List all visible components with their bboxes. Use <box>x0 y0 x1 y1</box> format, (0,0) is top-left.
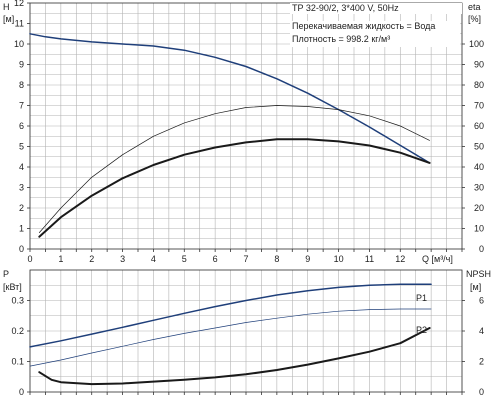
title-background <box>290 3 462 14</box>
top-left-tick-label: 5 <box>19 142 24 152</box>
right-axis-unit-npsh: [м] <box>470 282 481 292</box>
top-curves <box>29 33 431 238</box>
series-label-p2: P2 <box>416 325 427 335</box>
power-npsh-panel: 0 0.1 0.2 0.3 0 2 4 6 P [кВт] NPSH [м] P1 P2 <box>3 269 491 397</box>
top-left-tick-label: 8 <box>19 80 24 90</box>
right-axis-title-eta: eta <box>468 2 481 12</box>
bottom-right-tick-label: 0 <box>479 387 484 397</box>
bottom-curve-1 <box>29 283 432 348</box>
x-tick-label: 0 <box>27 254 32 264</box>
bottom-right-tick-label: 2 <box>479 357 484 367</box>
bottom-right-tick-label: 4 <box>479 326 484 336</box>
x-axis-title: Q [м³/ч] <box>422 254 453 264</box>
x-tick-label: 6 <box>213 254 218 264</box>
top-left-tick-label: 4 <box>19 162 24 172</box>
top-left-tick-label: 10 <box>14 39 24 49</box>
top-left-tick-label: 12 <box>14 0 24 8</box>
top-left-tick-label: 2 <box>19 203 24 213</box>
x-tick-label: 3 <box>120 254 125 264</box>
right-axis-title-npsh: NPSH <box>466 269 491 279</box>
x-tick-label: 4 <box>151 254 156 264</box>
chart-title: TP 32-90/2, 3*400 V, 50Hz <box>292 3 399 13</box>
bottom-curves <box>29 283 432 386</box>
annotation-background <box>290 21 460 47</box>
x-tick-label: 7 <box>243 254 248 264</box>
bottom-left-tick-label: 0.2 <box>11 326 24 336</box>
top-right-tick-label: 70 <box>474 101 484 111</box>
top-right-tick-label: 0 <box>479 244 484 254</box>
top-right-tick-label: 90 <box>474 60 484 70</box>
top-right-tick-label: 50 <box>474 142 484 152</box>
top-left-tick-label: 7 <box>19 101 24 111</box>
top-right-tick-label: 60 <box>474 121 484 131</box>
x-tick-label: 12 <box>395 254 405 264</box>
x-tick-label: 10 <box>334 254 344 264</box>
series-label-p1: P1 <box>416 293 427 303</box>
top-right-tick-label: 10 <box>474 224 484 234</box>
top-left-tick-label: 3 <box>19 183 24 193</box>
top-curve-2 <box>38 105 430 233</box>
head-efficiency-panel: 0 1 2 3 4 5 6 7 8 9 10 11 12012345678910111201020304… <box>3 0 484 264</box>
annotation-liquid: Перекачиваемая жидкость = Вода <box>292 21 435 31</box>
x-tick-label: 8 <box>274 254 279 264</box>
top-curve-1 <box>29 33 431 164</box>
top-left-tick-label: 1 <box>19 224 24 234</box>
x-tick-label: 5 <box>182 254 187 264</box>
top-axis-ticks: 0 1 2 3 4 5 6 7 8 9 10 11 12012345678910111201020304… <box>14 0 484 264</box>
bottom-axis-ticks: 0 0.1 0.2 0.3 0 2 4 6 <box>11 296 484 398</box>
bottom-left-tick-label: 0.3 <box>11 296 24 306</box>
left-axis-title-h: H <box>3 2 10 12</box>
x-tick-label: 9 <box>305 254 310 264</box>
top-grid <box>29 2 463 250</box>
left-axis-title-p: P <box>3 269 9 279</box>
bottom-curve-2 <box>29 308 432 367</box>
right-axis-unit-eta: [%] <box>468 14 481 24</box>
top-left-tick-label: 6 <box>19 121 24 131</box>
left-axis-unit-h: [м] <box>3 14 14 24</box>
top-curve-3 <box>38 138 431 238</box>
bottom-left-tick-label: 0.1 <box>11 357 24 367</box>
annotation-density: Плотность = 998.2 кг/м³ <box>292 34 390 44</box>
top-left-tick-label: 11 <box>15 19 24 29</box>
top-right-tick-label: 20 <box>474 203 484 213</box>
x-tick-label: 11 <box>365 254 374 264</box>
bottom-right-tick-label: 6 <box>479 296 484 306</box>
top-right-tick-label: 80 <box>474 80 484 90</box>
x-tick-label: 1 <box>58 254 63 264</box>
top-left-tick-label: 0 <box>19 244 24 254</box>
top-right-tick-label: 100 <box>469 39 484 49</box>
left-axis-unit-p: [кВт] <box>3 282 22 292</box>
bottom-left-tick-label: 0 <box>19 387 24 397</box>
top-right-tick-label: 40 <box>474 162 484 172</box>
bottom-curve-3 <box>38 327 431 386</box>
x-tick-label: 2 <box>89 254 94 264</box>
top-right-tick-label: 30 <box>474 183 484 193</box>
top-left-tick-label: 9 <box>19 60 24 70</box>
